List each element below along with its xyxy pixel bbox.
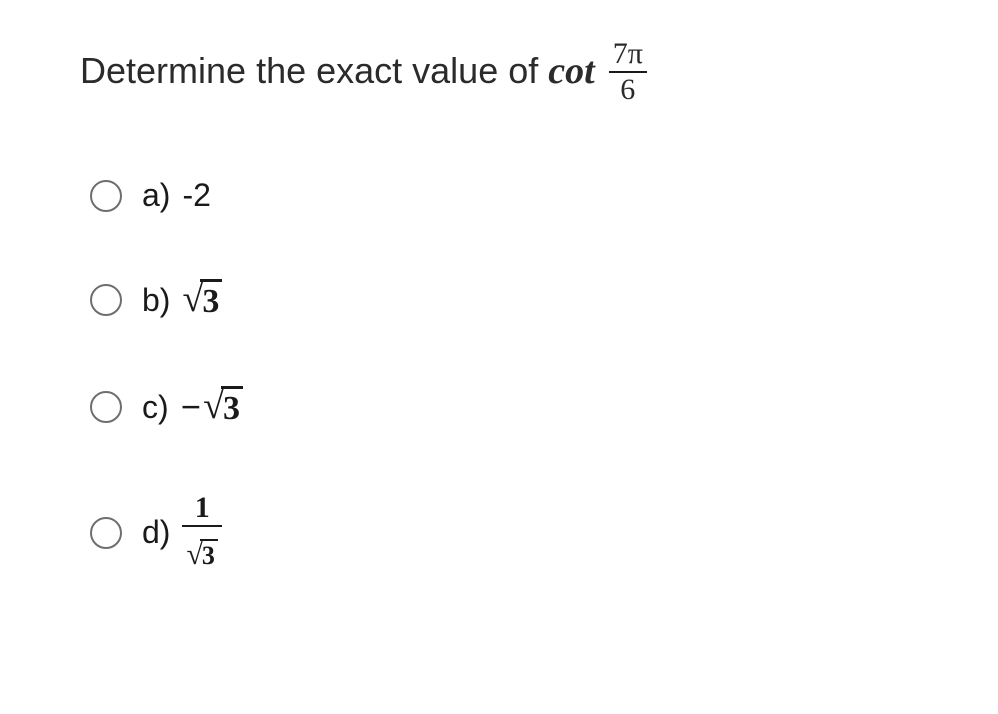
option-b-value: √ 3 xyxy=(182,279,222,321)
radicand-b: 3 xyxy=(200,279,222,321)
sqrt-b: √ 3 xyxy=(182,279,222,321)
question-func: cot xyxy=(548,50,594,92)
frac-d: 1 √ 3 xyxy=(182,493,221,572)
option-c-label: c) xyxy=(142,389,169,426)
option-a-label: a) xyxy=(142,177,170,214)
question-text: Determine the exact value of cot 7π 6 xyxy=(80,40,938,107)
option-d-label: d) xyxy=(142,514,170,551)
option-c-value: − √ 3 xyxy=(181,386,243,428)
option-a[interactable]: a) -2 xyxy=(90,177,938,214)
option-d-value: 1 √ 3 xyxy=(182,493,221,572)
fraction-denominator: 6 xyxy=(609,73,647,106)
option-b[interactable]: b) √ 3 xyxy=(90,279,938,321)
options-list: a) -2 b) √ 3 c) − √ 3 xyxy=(90,177,938,572)
sqrt-d: √ 3 xyxy=(186,539,217,571)
option-b-label: b) xyxy=(142,282,170,319)
fraction-numerator: 7π xyxy=(609,38,647,73)
sqrt-c: √ 3 xyxy=(203,386,243,428)
radio-a[interactable] xyxy=(90,180,122,212)
option-c[interactable]: c) − √ 3 xyxy=(90,386,938,428)
radio-c[interactable] xyxy=(90,391,122,423)
quiz-container: Determine the exact value of cot 7π 6 a)… xyxy=(0,0,998,677)
frac-d-den: √ 3 xyxy=(182,527,221,572)
neg-sign-c: − xyxy=(181,386,202,428)
option-a-value: -2 xyxy=(182,177,210,214)
frac-d-num: 1 xyxy=(182,493,221,527)
question-prefix: Determine the exact value of xyxy=(80,50,548,91)
radical-icon: √ xyxy=(186,540,202,572)
option-d[interactable]: d) 1 √ 3 xyxy=(90,493,938,572)
radical-icon: √ xyxy=(182,280,203,322)
radical-icon: √ xyxy=(203,387,224,429)
radio-b[interactable] xyxy=(90,284,122,316)
radicand-c: 3 xyxy=(221,386,243,428)
question-fraction: 7π 6 xyxy=(609,38,647,105)
radio-d[interactable] xyxy=(90,517,122,549)
